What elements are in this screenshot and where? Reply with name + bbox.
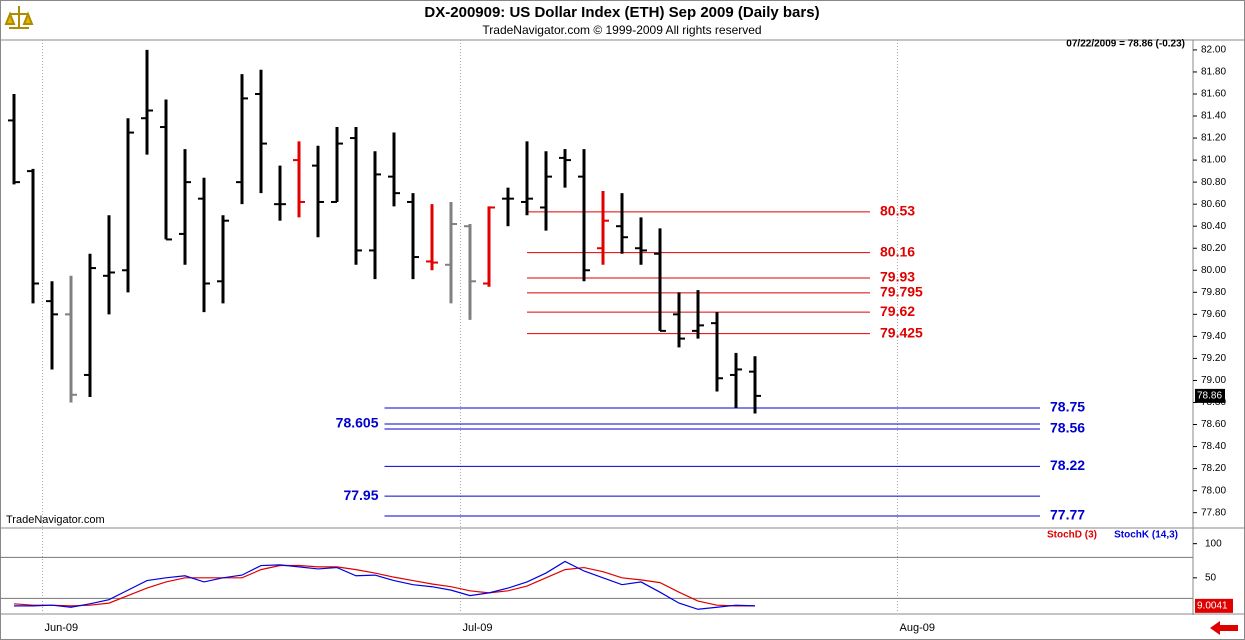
stoch-line (14, 560, 756, 610)
last-price-label: 78.86 (1197, 391, 1222, 402)
y-tick-label: 79.60 (1201, 309, 1226, 320)
level-label: 80.53 (880, 203, 915, 219)
level-label: 79.62 (880, 303, 915, 319)
y-tick-label: 78.20 (1201, 463, 1226, 474)
y-tick-label: 80.20 (1201, 243, 1226, 254)
y-tick-label: 80.60 (1201, 199, 1226, 210)
y-tick-label: 80.00 (1201, 265, 1226, 276)
chart-subtitle: TradeNavigator.com © 1999-2009 All right… (482, 23, 761, 37)
y-tick-label: 81.40 (1201, 111, 1226, 122)
last-value-box (1195, 598, 1233, 613)
y-tick-label: 79.80 (1201, 287, 1226, 298)
level-label: 79.795 (880, 284, 923, 300)
x-tick-label: Aug-09 (900, 622, 935, 634)
level-label: 80.16 (880, 243, 915, 259)
y-tick-label: 80.40 (1201, 221, 1226, 232)
y-tick-label: 81.00 (1201, 155, 1226, 166)
y-tick-label: 78.00 (1201, 485, 1226, 496)
y-tick-label: 77.80 (1201, 507, 1226, 518)
y-tick-label: 82.00 (1201, 45, 1226, 56)
last-price-box (1195, 388, 1225, 403)
level-label: 79.425 (880, 324, 923, 340)
x-tick-label: Jun-09 (45, 622, 79, 634)
level-label: 78.56 (1050, 420, 1085, 436)
last-value-label: 9.0041 (1197, 600, 1228, 611)
x-tick-label: Jul-09 (463, 622, 493, 634)
level-label: 77.95 (343, 487, 378, 503)
scroll-arrow[interactable] (1210, 621, 1238, 635)
y-tick-label: 78.40 (1201, 441, 1226, 452)
chart-title: DX-200909: US Dollar Index (ETH) Sep 200… (424, 4, 819, 21)
level-label: 78.605 (336, 415, 379, 431)
y-tick-label: 79.20 (1201, 353, 1226, 364)
level-label: 78.22 (1050, 457, 1085, 473)
y-tick-label: 78.60 (1201, 419, 1226, 430)
stoch-line (13, 564, 755, 607)
level-label: 77.77 (1050, 507, 1085, 523)
watermark: TradeNavigator.com (6, 514, 105, 526)
logo (4, 3, 34, 35)
level-label: 78.75 (1050, 399, 1085, 415)
y-tick-label: 50 (1205, 572, 1217, 583)
info-text: 07/22/2009 = 78.86 (-0.23) (1066, 39, 1185, 50)
level-label: 79.93 (880, 269, 915, 285)
y-tick-label: 81.20 (1201, 133, 1226, 144)
y-tick-label: 81.80 (1201, 67, 1226, 78)
legend-entry: StochD (3) (1047, 530, 1097, 541)
y-tick-label: 80.80 (1201, 177, 1226, 188)
y-tick-label: 100 (1205, 538, 1222, 549)
y-tick-label: 79.40 (1201, 331, 1226, 342)
legend-entry: StochK (14,3) (1114, 530, 1178, 541)
y-tick-label: 81.60 (1201, 89, 1226, 100)
y-tick-label: 79.00 (1201, 375, 1226, 386)
